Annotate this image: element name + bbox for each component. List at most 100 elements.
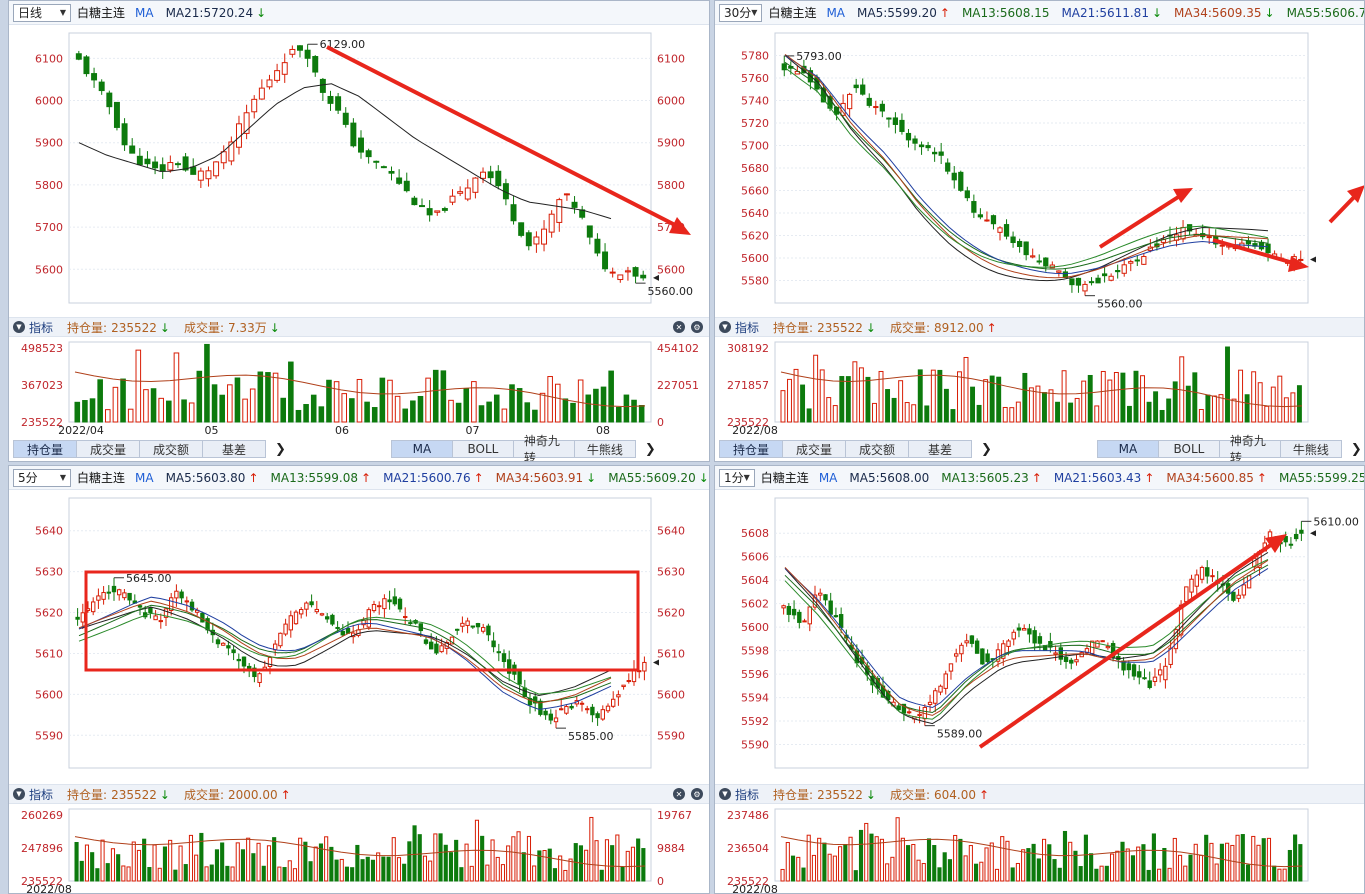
y-tick-label: 5900 (35, 137, 63, 150)
ma-line (784, 61, 1269, 270)
candle (906, 708, 912, 715)
close-icon[interactable]: ✕ (673, 321, 685, 333)
volume-bar (256, 842, 261, 882)
gear-icon[interactable]: ⚙ (691, 321, 703, 333)
candle (507, 650, 512, 682)
low-label: 5560.00 (648, 285, 694, 298)
candle (797, 609, 802, 629)
gear-icon[interactable]: ⚙ (691, 788, 703, 800)
volume-bar (379, 377, 386, 423)
ma-value-2: MA21:5600.76 (383, 470, 471, 485)
tab-成交量[interactable]: 成交量 (782, 440, 846, 458)
ma-indicator-tag[interactable]: MA (135, 5, 154, 20)
y-tick-label: 5620 (741, 230, 769, 243)
tab-牛熊线[interactable]: 牛熊线 (1279, 440, 1342, 458)
indicator-label[interactable]: 指标 (735, 320, 760, 335)
candle (122, 589, 127, 601)
volume-bar (1261, 838, 1266, 882)
tab-神奇九转[interactable]: 神奇九转 (1218, 434, 1281, 461)
volume-bar (1204, 834, 1209, 882)
volume-bar (806, 408, 812, 423)
tab-成交额[interactable]: 成交额 (845, 440, 909, 458)
volume-bar (979, 861, 984, 882)
candlestick-chart[interactable]: 5590 5600 5610 5620 5630 5640 5590 5600 5610 5620… (9, 492, 709, 782)
period-select[interactable]: 5分 ▼ (13, 468, 71, 487)
chevron-down-icon: ▼ (59, 8, 66, 17)
candle (605, 703, 611, 714)
tab-成交额[interactable]: 成交额 (139, 440, 203, 458)
volume-y-tick: 235522 (21, 875, 63, 888)
candle (553, 709, 559, 729)
ma-indicator-tag[interactable]: MA (826, 5, 846, 20)
volume-bar (1115, 850, 1120, 882)
candle (1036, 254, 1042, 265)
candle (121, 118, 128, 151)
candle (501, 649, 507, 668)
tab-基差[interactable]: 基差 (908, 440, 972, 458)
volume-bar (916, 859, 921, 882)
period-select[interactable]: 1分 ▼ (719, 468, 755, 487)
volume-bar (858, 367, 864, 423)
tab-基差[interactable]: 基差 (202, 440, 266, 458)
volume-bar (1009, 407, 1015, 423)
candle (455, 628, 460, 635)
period-select[interactable]: 30分 ▼ (719, 3, 763, 22)
volume-bar (577, 379, 584, 423)
ma-indicator-tag[interactable]: MA (135, 470, 154, 485)
candle (1108, 273, 1114, 282)
candle (411, 195, 418, 206)
tab-BOLL[interactable]: BOLL (451, 440, 514, 458)
volume-bar (214, 849, 220, 882)
tab-持仓量[interactable]: 持仓量 (719, 440, 783, 458)
candle (609, 267, 616, 278)
candlestick-chart[interactable]: 5590 5592 5594 5596 5598 5600 5602 5604 5606 5608… (715, 492, 1365, 782)
candle (197, 167, 204, 188)
chevron-right-icon[interactable]: ❯ (275, 441, 286, 457)
volume-bar (917, 369, 923, 423)
volume-bar (235, 842, 240, 882)
tab-成交量[interactable]: 成交量 (76, 440, 140, 458)
close-icon[interactable]: ✕ (673, 788, 685, 800)
period-value: 5分 (18, 471, 38, 485)
ma-indicator-tag[interactable]: MA (818, 470, 838, 485)
tab-牛熊线[interactable]: 牛熊线 (573, 440, 636, 458)
candle (366, 607, 371, 630)
tab-神奇九转[interactable]: 神奇九转 (512, 434, 575, 461)
candle (600, 705, 605, 721)
candle (163, 607, 169, 626)
period-select[interactable]: 日线 ▼ (13, 3, 71, 22)
indicator-value-1: 604.00 (933, 787, 976, 802)
chevron-down-icon[interactable]: ▼ (13, 321, 25, 333)
volume-bar (1151, 833, 1156, 882)
volume-chart: 498523 367023 235522 454102 227051 0 2022/04 05… (21, 341, 699, 436)
chevron-right-icon[interactable]: ❯ (981, 441, 992, 457)
candle (1205, 560, 1210, 584)
chevron-down-icon[interactable]: ▼ (719, 321, 731, 333)
indicator-label[interactable]: 指标 (735, 787, 760, 802)
chevron-down-icon[interactable]: ▼ (719, 788, 731, 800)
volume-bar (1100, 370, 1106, 423)
consolidation-box (84, 570, 640, 672)
candle (933, 687, 938, 713)
indicator-label[interactable]: 指标 (29, 787, 54, 802)
indicator-label[interactable]: 指标 (29, 320, 54, 335)
volume-bar (121, 865, 126, 882)
candle (153, 610, 158, 621)
candle (971, 194, 977, 219)
tab-MA[interactable]: MA (390, 440, 453, 458)
volume-y-tick: 498523 (21, 342, 63, 355)
candle (980, 648, 985, 665)
tab-持仓量[interactable]: 持仓量 (13, 440, 77, 458)
volume-bar (785, 841, 790, 882)
volume-bar (1245, 864, 1251, 882)
chevron-down-icon[interactable]: ▼ (13, 788, 25, 800)
candlestick-chart[interactable]: 5600570058005900600061005600570058005900… (9, 27, 709, 317)
chevron-right-icon[interactable]: ❯ (1350, 441, 1362, 457)
volume-bar (387, 379, 393, 423)
candle (912, 135, 918, 151)
tab-MA[interactable]: MA (1096, 440, 1159, 458)
chevron-right-icon[interactable]: ❯ (644, 441, 656, 457)
y-tick-label: 5660 (741, 185, 769, 198)
tab-BOLL[interactable]: BOLL (1157, 440, 1220, 458)
candlestick-chart[interactable]: 5580 5600 5620 5640 5660 5680 5700 5720 5740 5760… (715, 27, 1365, 317)
